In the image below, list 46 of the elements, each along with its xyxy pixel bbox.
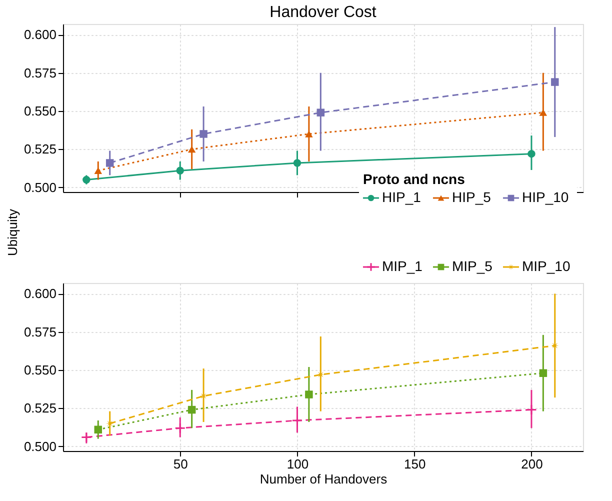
point bbox=[316, 108, 325, 116]
y-axis-title: Ubiquity bbox=[4, 208, 20, 256]
point bbox=[526, 404, 537, 416]
x-tick-label: 150 bbox=[404, 456, 426, 472]
point bbox=[188, 406, 196, 414]
point bbox=[106, 159, 114, 167]
y-tick-label: 0.600 bbox=[24, 27, 56, 42]
point bbox=[106, 420, 114, 428]
point bbox=[200, 392, 208, 400]
y-tick-label: 0.500 bbox=[24, 438, 56, 454]
legend-label: MIP_10 bbox=[522, 258, 570, 274]
x-tick-label: 200 bbox=[521, 456, 543, 472]
point bbox=[174, 422, 186, 434]
legend-label: MIP_1 bbox=[382, 258, 423, 274]
legend-label: HIP_1 bbox=[382, 189, 422, 205]
legend-label: HIP_5 bbox=[452, 189, 492, 205]
y-tick-label: 0.525 bbox=[24, 142, 56, 157]
point bbox=[551, 78, 559, 86]
y-tick-label: 0.575 bbox=[24, 65, 56, 80]
y-tick-label: 0.575 bbox=[24, 324, 56, 340]
point bbox=[80, 432, 92, 443]
x-tick-label: 100 bbox=[286, 456, 309, 472]
x-tick-label: 50 bbox=[173, 456, 188, 472]
point bbox=[94, 167, 102, 174]
point bbox=[305, 130, 313, 138]
legend-label: MIP_5 bbox=[452, 258, 493, 274]
point bbox=[528, 150, 536, 158]
chart-title: Handover Cost bbox=[270, 4, 377, 21]
point bbox=[200, 130, 208, 138]
y-tick-label: 0.600 bbox=[24, 286, 56, 302]
y-tick-label: 0.550 bbox=[24, 362, 56, 378]
y-tick-label: 0.525 bbox=[24, 400, 56, 416]
point bbox=[94, 426, 102, 434]
legend-label: HIP_10 bbox=[522, 189, 569, 205]
y-tick-label: 0.550 bbox=[24, 104, 56, 119]
legend-title: Proto and ncns bbox=[363, 171, 466, 187]
point bbox=[305, 390, 313, 398]
x-axis-title: Number of Handovers bbox=[260, 472, 388, 486]
point bbox=[176, 166, 184, 174]
point bbox=[539, 109, 548, 116]
point bbox=[82, 176, 90, 184]
point bbox=[292, 414, 303, 426]
point bbox=[293, 159, 302, 167]
point bbox=[539, 369, 548, 377]
point bbox=[188, 146, 196, 153]
y-tick-label: 0.500 bbox=[24, 180, 56, 195]
